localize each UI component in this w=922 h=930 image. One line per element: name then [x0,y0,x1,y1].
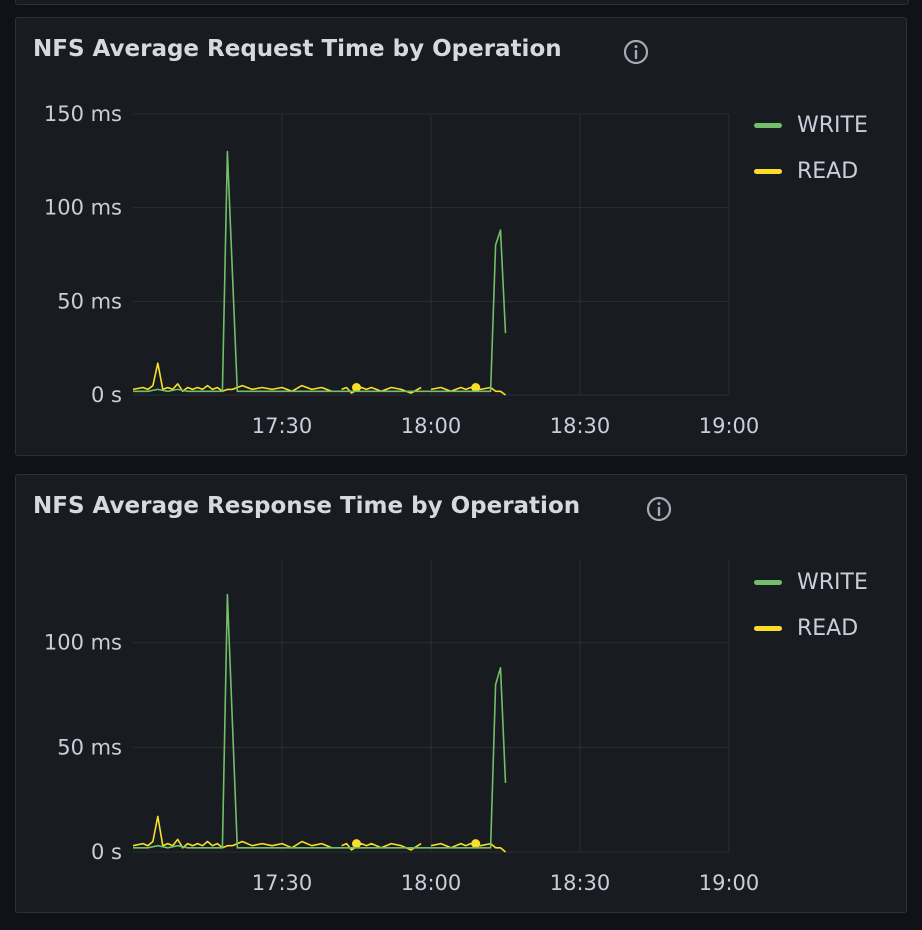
x-tick-label: 18:30 [550,871,611,895]
series-read-point[interactable] [352,383,361,393]
y-tick-label: 0 s [91,840,122,864]
series-read-line[interactable] [430,842,507,853]
panel-title: NFS Average Response Time by Operation [33,493,581,519]
panel-nfs-response-time[interactable]: NFS Average Response Time by Operation 0… [15,474,907,913]
chart-response-time: 0 s 50 ms 100 ms 17:30 18:00 18:30 19:00 [44,559,760,895]
legend-item-read[interactable]: READ [754,605,868,651]
legend-item-write[interactable]: WRITE [754,559,868,605]
series-write-line[interactable] [133,593,507,849]
y-tick-label: 100 ms [44,196,122,220]
series-read-line[interactable] [430,386,506,396]
x-tick-label: 17:30 [252,414,313,438]
legend: WRITE READ [754,102,868,194]
y-tick-label: 50 ms [57,289,122,313]
legend-swatch-read [754,168,782,174]
series-read-point[interactable] [471,383,481,393]
legend-label-write: WRITE [797,112,868,138]
panel-title: NFS Average Request Time by Operation [33,36,562,62]
x-tick-label: 18:00 [401,414,462,438]
series-read-point[interactable] [352,839,361,849]
series-write-line[interactable] [133,150,507,393]
series-read-line[interactable] [132,815,333,849]
chart-request-time: 0 s 50 ms 100 ms 150 ms 17:30 18:00 18:30 19:00 [44,102,760,438]
x-tick-label: 19:00 [699,414,760,438]
y-tick-label: 0 s [91,383,122,407]
x-tick-label: 17:30 [252,871,313,895]
y-tick-label: 100 ms [44,631,122,655]
info-circle-icon[interactable] [623,39,649,65]
legend: WRITE READ [754,559,868,651]
info-circle-icon[interactable] [646,496,672,522]
legend-swatch-write [754,579,782,585]
legend-item-read[interactable]: READ [754,148,868,194]
panel-nfs-request-time[interactable]: NFS Average Request Time by Operation 0 … [15,17,907,456]
y-tick-label: 150 ms [44,102,122,126]
x-tick-label: 18:30 [550,414,611,438]
x-tick-label: 19:00 [699,871,760,895]
series-read-line[interactable] [132,362,332,393]
series-read-point[interactable] [471,839,481,849]
legend-item-write[interactable]: WRITE [754,102,868,148]
legend-label-write: WRITE [797,569,868,595]
x-tick-label: 18:00 [401,871,462,895]
previous-panel-edge [15,0,909,5]
legend-label-read: READ [797,615,859,641]
y-tick-label: 50 ms [57,735,122,759]
legend-swatch-read [754,625,782,631]
legend-swatch-write [754,122,782,128]
legend-label-read: READ [797,158,859,184]
